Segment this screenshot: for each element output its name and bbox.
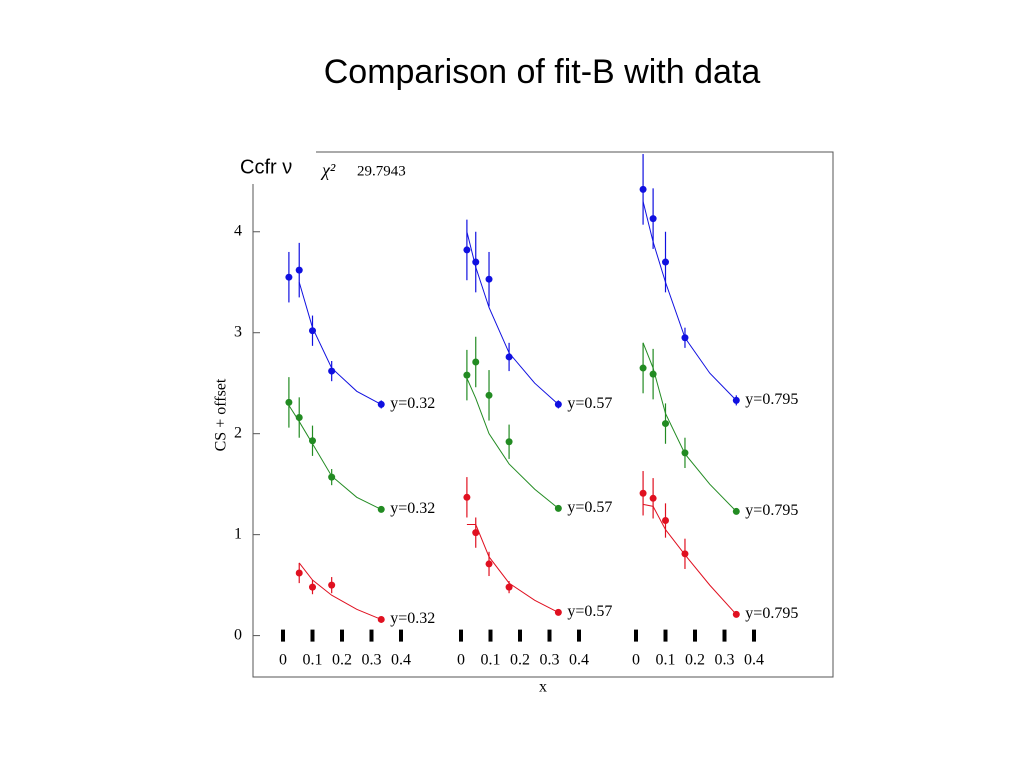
x-tick-label: 0.2 [510,651,530,668]
data-point [554,504,562,512]
data-point [649,370,657,378]
x-tick-label: 0.4 [569,651,589,668]
chi2-value: 29.7943 [357,163,406,179]
x-tick-label: 0 [279,651,287,668]
x-tick-label: 0.4 [391,651,411,668]
data-point [485,275,493,283]
data-point [328,367,336,375]
data-point [554,400,562,408]
x-tick-label: 0.3 [362,651,382,668]
x-tick-label: 0.2 [685,651,705,668]
data-point [285,398,293,406]
data-point [377,400,385,408]
fit-curve [298,562,382,620]
series-label: y=0.57 [567,603,612,620]
y-tick-label: 3 [234,323,242,340]
label-box [232,150,316,184]
data-point [732,610,740,618]
data-point [505,583,513,591]
series-label: y=0.32 [390,395,435,412]
x-tick-label: 0.1 [303,651,323,668]
data-point [309,583,316,591]
fit-curve [466,524,559,613]
slide-title: Comparison of fit-B with data [324,53,761,91]
plot-frame [252,151,834,678]
data-point [472,529,480,537]
data-point [463,246,471,254]
data-point [285,273,293,281]
data-point [472,258,480,266]
data-point [681,550,689,558]
data-point [472,358,480,366]
data-point [554,608,562,616]
fit-curve [466,231,559,405]
data-point [649,215,657,223]
series-label: y=0.57 [567,395,612,412]
y-tick-label: 4 [234,222,242,239]
data-point [639,489,647,497]
y-tick-label: 0 [234,626,242,643]
y-tick-label: 1 [234,525,242,542]
data-point [732,507,740,515]
data-point [463,371,471,379]
fit-curve [642,201,737,401]
series-label: y=0.795 [745,605,798,622]
series-label: y=0.57 [567,499,612,516]
series-label: y=0.795 [745,391,798,408]
x-axis-label: x [539,679,547,696]
data-point [732,396,740,404]
x-tick-label: 0.2 [332,651,352,668]
x-tick-label: 0.3 [540,651,560,668]
data-point [295,569,303,577]
data-point [377,615,385,623]
series-label: y=0.32 [390,500,435,517]
dataset-label: Ccfr ν [240,156,292,178]
fit-curve [642,503,737,615]
fit-curve [642,342,737,512]
data-point [328,581,336,589]
x-tick-label: 0.3 [715,651,735,668]
data-point [649,494,657,502]
data-point [377,505,385,513]
data-point [485,391,493,399]
fit-curve [466,377,559,509]
data-point [309,437,316,445]
series-label: y=0.32 [390,610,435,627]
x-tick-label: 0.1 [481,651,501,668]
data-point [463,493,471,501]
data-point [309,327,316,335]
data-point [681,334,689,342]
data-point [639,185,647,193]
data-point [662,258,669,266]
y-tick-label: 2 [234,424,242,441]
data-point [662,517,669,525]
data-point [505,353,513,361]
y-axis-label: CS + offset [213,378,230,451]
data-point [485,560,493,568]
data-point [295,266,303,274]
data-point [295,414,303,422]
x-tick-label: 0 [632,651,640,668]
data-point [681,449,689,457]
data-point [505,438,513,446]
fit-curve [298,282,382,405]
data-point [639,364,647,372]
data-point [662,420,669,428]
fit-curve [288,405,382,510]
x-tick-label: 0.4 [744,651,764,668]
chi2-label: χ² [320,160,336,180]
x-tick-label: 0 [457,651,465,668]
data-point [328,473,336,481]
series-label: y=0.795 [745,502,798,519]
x-tick-label: 0.1 [656,651,676,668]
